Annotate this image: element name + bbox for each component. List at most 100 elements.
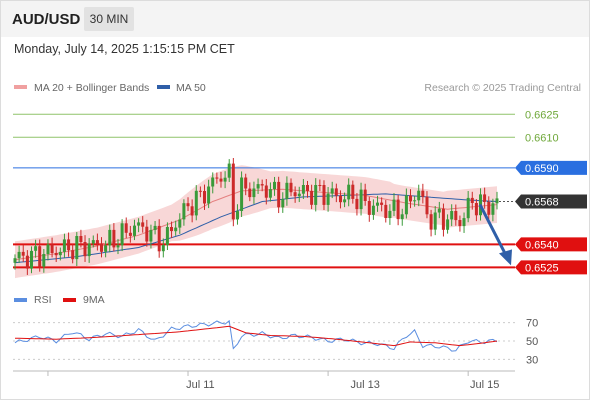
rsi-tick-label: 50 bbox=[526, 336, 538, 348]
candle-body bbox=[466, 197, 470, 219]
candle-body bbox=[62, 239, 66, 252]
symbol-label: AUD/USD bbox=[12, 11, 81, 28]
chart-datetime: Monday, July 14, 2025 1:15:15 PM CET bbox=[14, 42, 235, 56]
candle-body bbox=[446, 219, 450, 230]
candle-body bbox=[95, 240, 99, 244]
candle-body bbox=[281, 199, 285, 208]
candle-body bbox=[42, 254, 46, 267]
candle-body bbox=[34, 246, 38, 251]
candle-body bbox=[421, 190, 425, 197]
candle-body bbox=[104, 245, 108, 252]
candle-body bbox=[231, 163, 235, 220]
candle-body bbox=[277, 181, 281, 208]
candle-body bbox=[25, 255, 29, 269]
candle-body bbox=[293, 192, 297, 197]
candle-body bbox=[470, 197, 474, 203]
candle-body bbox=[133, 225, 136, 236]
candle-body bbox=[50, 244, 54, 253]
candle-body bbox=[112, 229, 116, 248]
candle-body bbox=[462, 218, 466, 227]
candle-body bbox=[182, 203, 186, 220]
level-label-support: 0.6525 bbox=[525, 262, 559, 274]
candle-body bbox=[79, 236, 83, 242]
level-tag-support bbox=[515, 260, 587, 275]
candle-body bbox=[71, 250, 75, 260]
candle-body bbox=[149, 230, 153, 242]
candle-body bbox=[128, 232, 132, 236]
projection-layer bbox=[478, 203, 512, 266]
source-credit: Research © 2025 Trading Central bbox=[424, 82, 581, 94]
candle-body bbox=[380, 202, 384, 205]
candle-body bbox=[21, 251, 25, 256]
candle-body bbox=[301, 185, 305, 194]
candle-body bbox=[322, 185, 326, 205]
candle-body bbox=[170, 227, 173, 232]
candle-body bbox=[194, 190, 198, 216]
candle-body bbox=[141, 222, 145, 227]
candle-body bbox=[285, 182, 289, 199]
candle-body bbox=[363, 189, 367, 201]
time-tick-label: Jul 13 bbox=[350, 379, 379, 391]
candle-body bbox=[417, 190, 421, 201]
candle-body bbox=[474, 203, 478, 216]
candle-body bbox=[91, 240, 95, 244]
candle-body bbox=[409, 195, 412, 202]
rsi-tick-label: 70 bbox=[526, 318, 538, 330]
candle-body bbox=[268, 189, 272, 198]
candle-body bbox=[223, 177, 227, 182]
ma50-line bbox=[14, 193, 498, 264]
candle-body bbox=[124, 223, 128, 233]
candle-body bbox=[306, 185, 309, 191]
rsi-ma-line bbox=[14, 325, 498, 347]
candle-body bbox=[347, 184, 351, 200]
timeframe-button[interactable]: 30 MIN bbox=[84, 7, 134, 31]
candle-body bbox=[203, 191, 206, 204]
candle-body bbox=[256, 184, 260, 189]
candle-body bbox=[487, 201, 491, 215]
chart-header: AUD/USD 30 MIN bbox=[1, 1, 589, 37]
candle-body bbox=[67, 239, 71, 251]
candle-body bbox=[87, 243, 91, 257]
ma50-legend-label: MA 50 bbox=[176, 82, 206, 94]
candle-body bbox=[38, 246, 42, 267]
candle-body bbox=[330, 188, 334, 194]
candle-body bbox=[244, 177, 248, 189]
candle-body bbox=[46, 244, 50, 254]
level-labels-layer: 0.6625 0.6610 0.6590 0.6568 0.6540 0.6525 bbox=[515, 109, 587, 275]
bollinger-band bbox=[15, 165, 497, 279]
candle-body bbox=[359, 189, 363, 210]
candle-body bbox=[429, 214, 433, 230]
candle-body bbox=[100, 243, 103, 252]
candle-body bbox=[83, 242, 87, 257]
candle-body bbox=[326, 193, 330, 205]
candle-body bbox=[339, 195, 342, 203]
level-tag-current bbox=[515, 194, 587, 209]
chart-legend: MA 20 + Bollinger Bands MA 50 Research ©… bbox=[14, 82, 581, 94]
candle-body bbox=[108, 229, 112, 246]
ma9-legend-label: 9MA bbox=[83, 294, 105, 306]
candle-body bbox=[240, 177, 244, 211]
candle-body bbox=[145, 226, 149, 242]
candle-body bbox=[215, 177, 219, 179]
candle-body bbox=[120, 223, 124, 246]
rsi-tick-label: 30 bbox=[526, 354, 538, 366]
candle-body bbox=[13, 258, 17, 263]
level-lines-layer bbox=[13, 113, 515, 269]
candle-body bbox=[116, 245, 120, 248]
candle-body bbox=[273, 181, 276, 190]
time-tick-label: Jul 15 bbox=[470, 379, 499, 391]
candle-body bbox=[367, 201, 371, 215]
candle-body bbox=[137, 222, 141, 226]
level-label-resistance: 0.6625 bbox=[525, 109, 559, 121]
ma9-legend-swatch bbox=[63, 298, 76, 302]
rsi-line bbox=[14, 319, 498, 352]
candle-body bbox=[454, 211, 458, 221]
candle-body bbox=[483, 194, 487, 202]
candle-body bbox=[437, 208, 441, 213]
candle-body bbox=[425, 196, 429, 215]
candle-body bbox=[165, 227, 169, 245]
ma20-line bbox=[14, 188, 498, 261]
candle-body bbox=[17, 251, 21, 259]
projection-arrow-shaft bbox=[478, 203, 508, 257]
